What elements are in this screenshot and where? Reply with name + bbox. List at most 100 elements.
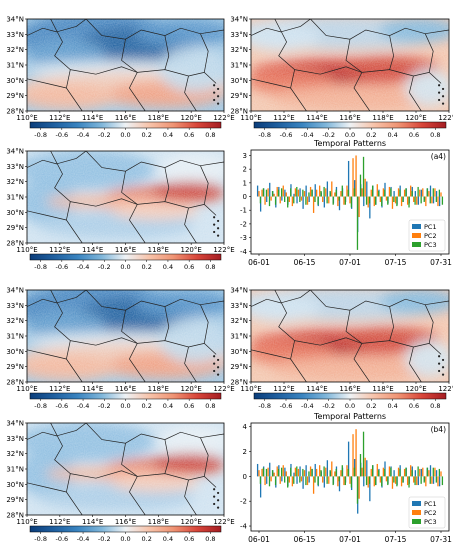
bar-pc3 xyxy=(338,476,340,482)
bar-pc3 xyxy=(296,186,298,197)
bar-pc2 xyxy=(343,476,345,486)
bar-pc2 xyxy=(282,465,284,477)
bar-pc2 xyxy=(303,191,306,197)
lat-tick-label: 34°N xyxy=(6,420,24,428)
province-boundary xyxy=(200,33,217,84)
y-tick-label: -2 xyxy=(240,498,247,506)
bar-pc2 xyxy=(270,476,272,482)
colorbar-tick-label: -0.6 xyxy=(280,131,293,139)
lat-tick-label: 30°N xyxy=(6,209,24,217)
legend-swatch-pc3 xyxy=(412,242,421,247)
bar-pc3 xyxy=(347,189,350,197)
bar-pc1 xyxy=(393,191,395,197)
colorbar-tick-label: 0.6 xyxy=(184,535,194,543)
lat-tick-label: 30°N xyxy=(6,481,24,489)
colorbar-tick-label: -0.2 xyxy=(98,131,111,139)
lon-tick-label: 122°E xyxy=(213,518,234,526)
bar-pc2 xyxy=(340,191,342,197)
bar-pc3 xyxy=(381,196,383,207)
lon-tick-label: 110°E xyxy=(16,518,37,526)
bar-pc3 xyxy=(290,467,292,477)
bar-pc2 xyxy=(312,476,315,494)
bar-pc1 xyxy=(299,466,301,477)
lon-tick-label: 114°E xyxy=(82,114,103,122)
province-boundary xyxy=(200,437,217,488)
colorbar-tick-label: 0.0 xyxy=(345,131,355,139)
lon-tick-label: 116°E xyxy=(115,114,136,122)
bar-pc3 xyxy=(411,470,413,477)
bar-pc3 xyxy=(350,476,353,488)
lon-tick-label: 118°E xyxy=(372,114,393,122)
bar-pc3 xyxy=(368,196,371,204)
panel-label: (b4) xyxy=(431,425,446,434)
bar-pc2 xyxy=(382,188,385,197)
bar-pc2 xyxy=(328,196,330,204)
lat-tick-label: 33°N xyxy=(230,31,248,39)
province-boundary xyxy=(184,479,197,515)
province-boundary xyxy=(27,78,67,89)
colorbar-tick-label: -0.8 xyxy=(34,263,47,271)
bar-pc2 xyxy=(346,185,348,197)
lon-tick-label: 120°E xyxy=(181,518,202,526)
legend-label: PC1 xyxy=(424,223,437,231)
bar-pc1 xyxy=(420,189,423,197)
eof-field xyxy=(27,151,224,243)
bar-pc1 xyxy=(293,472,295,477)
lon-tick-label: 112°E xyxy=(49,114,70,122)
bar-pc3 xyxy=(259,196,262,204)
bar-pc3 xyxy=(293,476,295,484)
bar-pc3 xyxy=(393,196,395,202)
lat-tick-label: 28°N xyxy=(6,512,24,520)
bar-pc2 xyxy=(437,476,439,487)
eof-field xyxy=(27,19,224,111)
bar-pc3 xyxy=(384,468,386,477)
bar-pc3 xyxy=(359,174,362,197)
province-boundary xyxy=(409,75,422,111)
bar-pc3 xyxy=(414,476,416,486)
lat-tick-label: 31°N xyxy=(6,194,24,202)
bar-pc2 xyxy=(406,196,409,205)
bar-pc3 xyxy=(353,467,356,477)
bar-pc2 xyxy=(419,468,421,477)
bar-pc1 xyxy=(420,468,423,477)
bar-pc1 xyxy=(354,459,356,477)
legend-swatch-pc1 xyxy=(412,224,421,229)
province-boundary xyxy=(310,290,449,311)
bar-pc3 xyxy=(284,476,286,483)
bar-pc3 xyxy=(362,156,365,197)
legend-swatch-pc3 xyxy=(412,519,421,524)
lon-tick-label: 110°E xyxy=(16,114,37,122)
colorbar: -0.8 -0.6 -0.4 -0.2 0.0 0.2 0.4 0.6 0.8 xyxy=(29,525,222,543)
bar-pc2 xyxy=(331,181,333,197)
bar-pc1 xyxy=(363,196,365,207)
bar-pc3 xyxy=(271,470,274,477)
eof-field xyxy=(251,19,449,111)
bar-pc2 xyxy=(410,185,412,197)
bar-pc3 xyxy=(335,189,337,197)
y-tick-label: -2 xyxy=(240,220,247,228)
bar-pc3 xyxy=(432,467,434,477)
bar-pc1 xyxy=(417,196,420,205)
bar-pc3 xyxy=(259,476,262,484)
colorbar: -0.8 -0.6 -0.4 -0.2 0.0 0.2 0.4 0.6 0.8 xyxy=(253,392,447,410)
bar-pc3 xyxy=(387,476,389,486)
colorbar-tick-label: 0.4 xyxy=(163,535,173,543)
bar-pc3 xyxy=(332,476,334,486)
colorbar-tick-label: -0.4 xyxy=(77,131,90,139)
bar-pc1 xyxy=(305,185,307,197)
bar-pc3 xyxy=(402,476,404,483)
bar-pc2 xyxy=(285,192,287,197)
province-boundary xyxy=(389,35,394,70)
bar-pc2 xyxy=(379,196,381,202)
y-tick-label: -3 xyxy=(240,234,247,242)
province-boundary xyxy=(389,306,394,341)
colorbar: -0.8 -0.6 -0.4 -0.2 0.0 0.2 0.4 0.6 0.8 xyxy=(253,121,447,139)
lat-tick-label: 34°N xyxy=(230,16,248,24)
legend-swatch-pc2 xyxy=(412,233,421,238)
bar-pc3 xyxy=(280,467,283,477)
bar-pc3 xyxy=(432,188,434,197)
bar-pc1 xyxy=(308,196,310,202)
province-boundary xyxy=(184,75,197,111)
